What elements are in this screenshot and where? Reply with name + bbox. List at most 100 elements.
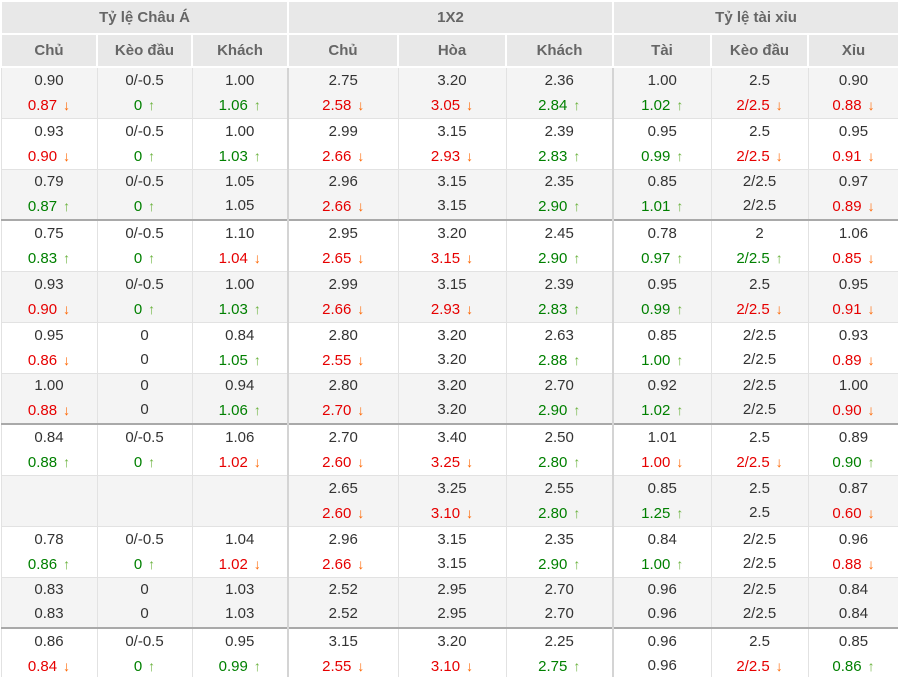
odds-cell[interactable]: 2.99 2.66 ↓ [287,270,399,323]
odds-cell[interactable]: 2.70 2.90 ↑ [505,372,614,425]
odds-cell[interactable]: 2.63 2.88 ↑ [505,321,614,374]
odds-cell[interactable]: 2.99 2.66 ↓ [287,117,399,170]
odds-cell[interactable]: 3.20 3.10 ↓ [397,627,507,677]
odds-cell[interactable]: 0/-0.5 0 ↑ [96,168,193,221]
odds-cell[interactable]: 3.15 2.93 ↓ [397,270,507,323]
odds-cell[interactable]: 3.20 3.20 [397,321,507,374]
odds-cell[interactable]: 0.90 0.87 ↓ [0,66,98,119]
odds-cell[interactable]: 2.52 2.52 [287,576,399,629]
odds-cell[interactable]: 2.96 2.66 ↓ [287,525,399,578]
odds-cell[interactable]: 0.97 0.89 ↓ [807,168,898,221]
odds-cell[interactable]: 0.95 0.91 ↓ [807,117,898,170]
odds-cell[interactable]: 1.00 0.88 ↓ [0,372,98,425]
odds-cell[interactable]: 0/-0.5 0 ↑ [96,117,193,170]
odds-cell[interactable]: 0.95 0.99 ↑ [191,627,289,677]
odds-cell[interactable]: 0.92 1.02 ↑ [612,372,712,425]
odds-cell[interactable]: 0.90 0.88 ↓ [807,66,898,119]
odds-cell[interactable]: 2.5 2/2.5 ↓ [710,270,809,323]
odds-cell[interactable]: 1.05 1.05 [191,168,289,221]
odds-cell[interactable]: 0/-0.5 0 ↑ [96,423,193,476]
odds-cell[interactable]: 3.20 3.05 ↓ [397,66,507,119]
odds-cell[interactable]: 0.93 0.90 ↓ [0,270,98,323]
odds-cell[interactable]: 2/2.5 2/2.5 [710,321,809,374]
odds-cell[interactable]: 2.39 2.83 ↑ [505,117,614,170]
odds-cell[interactable]: 2.45 2.90 ↑ [505,219,614,272]
odds-cell[interactable] [0,474,98,527]
odds-cell[interactable]: 2.65 2.60 ↓ [287,474,399,527]
odds-cell[interactable]: 2.39 2.83 ↑ [505,270,614,323]
odds-cell[interactable]: 2.70 2.60 ↓ [287,423,399,476]
odds-cell[interactable]: 1.03 1.03 [191,576,289,629]
odds-cell[interactable]: 0.85 1.00 ↑ [612,321,712,374]
odds-cell[interactable]: 1.06 0.85 ↓ [807,219,898,272]
odds-cell[interactable]: 2.70 2.70 [505,576,614,629]
odds-cell[interactable]: 2.50 2.80 ↑ [505,423,614,476]
odds-cell[interactable]: 2.55 2.80 ↑ [505,474,614,527]
odds-cell[interactable]: 2.5 2/2.5 ↓ [710,66,809,119]
odds-cell[interactable]: 0.79 0.87 ↑ [0,168,98,221]
odds-cell[interactable]: 2.35 2.90 ↑ [505,168,614,221]
odds-cell[interactable]: 1.00 0.90 ↓ [807,372,898,425]
odds-cell[interactable]: 3.25 3.10 ↓ [397,474,507,527]
odds-cell[interactable]: 0.84 1.00 ↑ [612,525,712,578]
odds-cell[interactable]: 0.85 0.86 ↑ [807,627,898,677]
odds-cell[interactable]: 0/-0.5 0 ↑ [96,219,193,272]
odds-cell[interactable]: 1.00 1.03 ↑ [191,270,289,323]
odds-cell[interactable]: 2.5 2/2.5 ↓ [710,423,809,476]
odds-cell[interactable]: 2.5 2/2.5 ↓ [710,627,809,677]
odds-cell[interactable]: 0/-0.5 0 ↑ [96,525,193,578]
odds-cell[interactable]: 0/-0.5 0 ↑ [96,627,193,677]
odds-cell[interactable]: 0.85 1.25 ↑ [612,474,712,527]
odds-cell[interactable]: 0.78 0.97 ↑ [612,219,712,272]
odds-cell[interactable]: 0.95 0.99 ↑ [612,270,712,323]
odds-cell[interactable]: 2.80 2.55 ↓ [287,321,399,374]
odds-cell[interactable]: 2.36 2.84 ↑ [505,66,614,119]
odds-cell[interactable]: 0.95 0.99 ↑ [612,117,712,170]
odds-cell[interactable]: 0.96 0.88 ↓ [807,525,898,578]
odds-cell[interactable]: 1.10 1.04 ↓ [191,219,289,272]
odds-cell[interactable]: 2/2.5 2/2.5 [710,168,809,221]
odds-cell[interactable]: 0.85 1.01 ↑ [612,168,712,221]
odds-cell[interactable]: 2.95 2.95 [397,576,507,629]
odds-cell[interactable]: 0.84 0.84 [807,576,898,629]
odds-cell[interactable]: 2/2.5 2/2.5 [710,525,809,578]
odds-cell[interactable]: 2.75 2.58 ↓ [287,66,399,119]
odds-cell[interactable] [191,474,289,527]
odds-cell[interactable]: 0/-0.5 0 ↑ [96,66,193,119]
odds-cell[interactable]: 0.86 0.84 ↓ [0,627,98,677]
odds-cell[interactable]: 2.35 2.90 ↑ [505,525,614,578]
odds-cell[interactable]: 0.78 0.86 ↑ [0,525,98,578]
odds-cell[interactable]: 0.87 0.60 ↓ [807,474,898,527]
odds-cell[interactable]: 2.80 2.70 ↓ [287,372,399,425]
odds-cell[interactable]: 0.84 0.88 ↑ [0,423,98,476]
odds-cell[interactable]: 2.95 2.65 ↓ [287,219,399,272]
odds-cell[interactable]: 2 2/2.5 ↑ [710,219,809,272]
odds-cell[interactable] [96,474,193,527]
odds-cell[interactable]: 2.5 2/2.5 ↓ [710,117,809,170]
odds-cell[interactable]: 1.00 1.03 ↑ [191,117,289,170]
odds-cell[interactable]: 3.40 3.25 ↓ [397,423,507,476]
odds-cell[interactable]: 1.00 1.06 ↑ [191,66,289,119]
odds-cell[interactable]: 0.94 1.06 ↑ [191,372,289,425]
odds-cell[interactable]: 0.96 0.96 [612,576,712,629]
odds-cell[interactable]: 0.96 0.96 [612,627,712,677]
odds-cell[interactable]: 2.25 2.75 ↑ [505,627,614,677]
odds-cell[interactable]: 3.15 3.15 [397,525,507,578]
odds-cell[interactable]: 0.84 1.05 ↑ [191,321,289,374]
odds-cell[interactable]: 3.15 2.93 ↓ [397,117,507,170]
odds-cell[interactable]: 0/-0.5 0 ↑ [96,270,193,323]
odds-cell[interactable]: 0.93 0.89 ↓ [807,321,898,374]
odds-cell[interactable]: 3.20 3.15 ↓ [397,219,507,272]
odds-cell[interactable]: 1.01 1.00 ↓ [612,423,712,476]
odds-cell[interactable]: 0.95 0.86 ↓ [0,321,98,374]
odds-cell[interactable]: 1.06 1.02 ↓ [191,423,289,476]
odds-cell[interactable]: 3.20 3.20 [397,372,507,425]
odds-cell[interactable]: 0.95 0.91 ↓ [807,270,898,323]
odds-cell[interactable]: 0.93 0.90 ↓ [0,117,98,170]
odds-cell[interactable]: 3.15 3.15 [397,168,507,221]
odds-cell[interactable]: 2/2.5 2/2.5 [710,372,809,425]
odds-cell[interactable]: 3.15 2.55 ↓ [287,627,399,677]
